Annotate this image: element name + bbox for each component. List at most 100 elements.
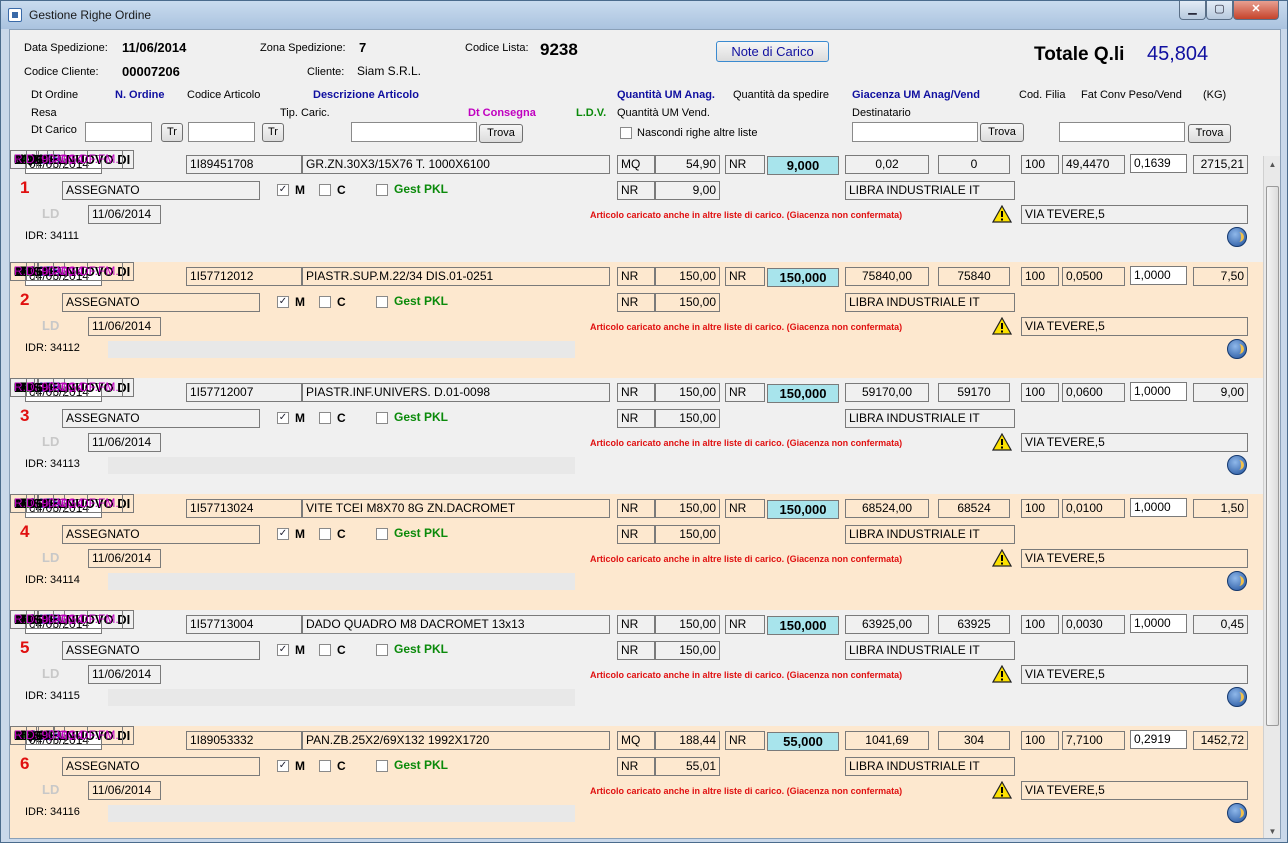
c-checkbox[interactable] — [319, 528, 331, 540]
tr-button-1[interactable]: Tr — [161, 123, 183, 142]
quantita-da-spedire-field[interactable]: 150,000 — [767, 268, 839, 287]
gest-pkl-checkbox[interactable] — [376, 760, 388, 772]
scroll-up-icon[interactable]: ▲ — [1268, 160, 1277, 169]
ld-label: LD — [42, 434, 60, 449]
gest-pkl-label: Gest PKL — [394, 294, 449, 308]
maximize-button[interactable]: ▢ — [1206, 1, 1233, 20]
globe-icon[interactable] — [1227, 571, 1247, 591]
peso-vend-field[interactable]: 1,0000 — [1130, 266, 1187, 285]
gest-pkl-checkbox[interactable] — [376, 184, 388, 196]
idr-label: IDR: 34112 — [25, 342, 80, 354]
trova-button-3[interactable]: Trova — [1188, 124, 1231, 143]
vertical-scrollbar[interactable]: ▲ ▼ — [1263, 156, 1280, 838]
zona-spedizione-label: Zona Spedizione: — [260, 42, 346, 54]
row-number: 2 — [20, 290, 30, 309]
globe-icon[interactable] — [1227, 687, 1247, 707]
peso-vend-field[interactable]: 0,1639 — [1130, 154, 1187, 173]
m-label: M — [295, 643, 305, 657]
trova-button-2[interactable]: Trova — [980, 123, 1024, 142]
quantita-da-spedire-field[interactable]: 150,000 — [767, 616, 839, 635]
window-title: Gestione Righe Ordine — [29, 8, 152, 22]
giacenza-vend-field: 304 — [938, 731, 1010, 750]
giacenza-anag-field: 75840,00 — [845, 267, 929, 286]
gest-pkl-checkbox[interactable] — [376, 412, 388, 424]
globe-icon[interactable] — [1227, 227, 1247, 247]
quantita-um-anag-field: 150,00 — [655, 615, 720, 634]
destinatario-field: LIBRA INDUSTRIALE IT — [845, 525, 1015, 544]
um-sped-field: NR — [725, 615, 765, 634]
c-checkbox[interactable] — [319, 412, 331, 424]
minimize-button[interactable]: ▁ — [1179, 1, 1206, 20]
m-checkbox[interactable]: ✓ — [277, 296, 289, 308]
c-checkbox[interactable] — [319, 644, 331, 656]
dt-ordine-field: 04/06/2014 — [25, 499, 102, 518]
m-checkbox[interactable]: ✓ — [277, 412, 289, 424]
col-dt-ordine: Dt Ordine — [31, 89, 79, 101]
um-anag-field: NR — [617, 499, 655, 518]
kg-field: 7,50 — [1193, 267, 1248, 286]
stato-field: ASSEGNATO — [62, 181, 260, 200]
note-di-carico-button[interactable]: Note di Carico — [716, 41, 829, 62]
ld-label: LD — [42, 782, 60, 797]
tr-button-2[interactable]: Tr — [262, 123, 284, 142]
nascondi-checkbox[interactable] — [620, 127, 632, 139]
col-codice-articolo: Codice Articolo — [187, 89, 261, 101]
filter-input-2[interactable] — [188, 122, 255, 142]
peso-vend-field[interactable]: 1,0000 — [1130, 498, 1187, 517]
c-checkbox[interactable] — [319, 760, 331, 772]
um-vend-field: NR — [617, 409, 655, 428]
warning-icon — [992, 665, 1012, 683]
col-quantita-um-vend: Quantità UM Vend. — [617, 107, 710, 119]
avviso-text: Articolo caricato anche in altre liste d… — [590, 438, 903, 448]
idr-label: IDR: 34115 — [25, 690, 80, 702]
totale-value: 45,804 — [1147, 43, 1209, 65]
ld-label: LD — [42, 666, 60, 681]
gest-pkl-checkbox[interactable] — [376, 644, 388, 656]
note-band — [108, 457, 575, 474]
quantita-da-spedire-field[interactable]: 150,000 — [767, 500, 839, 519]
c-checkbox[interactable] — [319, 184, 331, 196]
avviso-text: Articolo caricato anche in altre liste d… — [590, 670, 903, 680]
quantita-da-spedire-field[interactable]: 9,000 — [767, 156, 839, 175]
destinatario-field: LIBRA INDUSTRIALE IT — [845, 641, 1015, 660]
scroll-down-icon[interactable]: ▼ — [1268, 827, 1277, 836]
c-checkbox[interactable] — [319, 296, 331, 308]
gest-pkl-checkbox[interactable] — [376, 528, 388, 540]
um-sped-field: NR — [725, 267, 765, 286]
filter-dt-carico-input[interactable] — [85, 122, 152, 142]
globe-icon[interactable] — [1227, 455, 1247, 475]
kg-field: 0,45 — [1193, 615, 1248, 634]
peso-vend-field[interactable]: 0,2919 — [1130, 730, 1187, 749]
m-checkbox[interactable]: ✓ — [277, 528, 289, 540]
filter-destinatario-input[interactable] — [852, 122, 978, 142]
trova-button-1[interactable]: Trova — [479, 124, 523, 143]
c-label: C — [337, 295, 346, 309]
note-band — [108, 805, 575, 822]
globe-icon[interactable] — [1227, 339, 1247, 359]
um-sped-field: NR — [725, 383, 765, 402]
filter-descrizione-input[interactable] — [351, 122, 477, 142]
filter-input-last[interactable] — [1059, 122, 1185, 142]
m-checkbox[interactable]: ✓ — [277, 644, 289, 656]
fat-conv-field: 0,0500 — [1062, 267, 1125, 286]
scroll-thumb[interactable] — [1266, 186, 1279, 726]
data-spedizione-value: 11/06/2014 — [122, 40, 187, 55]
quantita-um-anag-field: 150,00 — [655, 499, 720, 518]
quantita-da-spedire-field[interactable]: 150,000 — [767, 384, 839, 403]
cod-filia-field: 100 — [1021, 267, 1059, 286]
close-button[interactable]: ✕ — [1233, 1, 1279, 20]
dt-carico-field: 11/06/2014 — [88, 205, 161, 224]
quantita-da-spedire-field[interactable]: 55,000 — [767, 732, 839, 751]
codice-articolo-field: 1I57712007 — [186, 383, 302, 402]
via-field: VIA TEVERE,5 — [1021, 549, 1248, 568]
um-anag-field: NR — [617, 383, 655, 402]
codice-articolo-field: 1I57713024 — [186, 499, 302, 518]
um-vend-field: NR — [617, 181, 655, 200]
gest-pkl-checkbox[interactable] — [376, 296, 388, 308]
fat-conv-field: 49,4470 — [1062, 155, 1125, 174]
m-checkbox[interactable]: ✓ — [277, 760, 289, 772]
globe-icon[interactable] — [1227, 803, 1247, 823]
peso-vend-field[interactable]: 1,0000 — [1130, 614, 1187, 633]
peso-vend-field[interactable]: 1,0000 — [1130, 382, 1187, 401]
m-checkbox[interactable]: ✓ — [277, 184, 289, 196]
